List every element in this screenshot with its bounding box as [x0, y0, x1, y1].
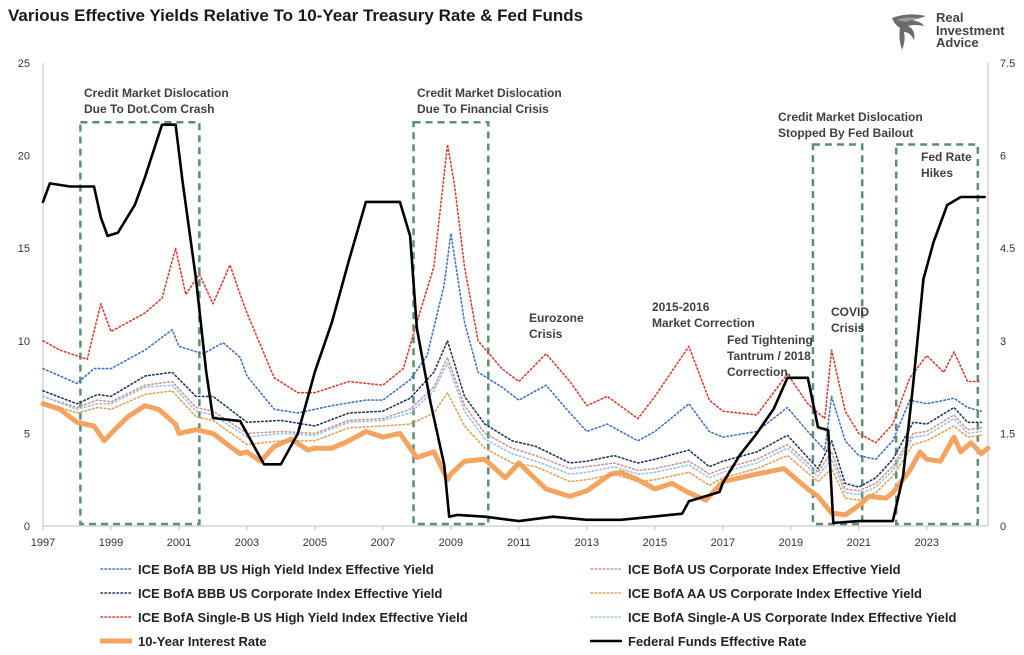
annotation-label: Crisis — [529, 327, 563, 341]
series-line-4 — [42, 143, 982, 444]
series-line-0 — [42, 232, 982, 461]
y-right-tick-label: 6 — [1000, 151, 1006, 163]
y-left-tick-label: 5 — [24, 428, 30, 440]
series-line-1 — [42, 356, 982, 492]
x-tick-label: 2019 — [779, 537, 803, 549]
x-tick-label: 2003 — [235, 537, 259, 549]
annotation-box — [811, 143, 864, 526]
legend-item: ICE BofA Single-B US High Yield Index Ef… — [100, 606, 468, 628]
y-left-tick-label: 10 — [18, 336, 30, 348]
annotation-box — [894, 143, 980, 526]
y-left-tick-label: 25 — [18, 58, 30, 70]
x-tick-label: 2017 — [711, 537, 735, 549]
series-line-5 — [42, 362, 982, 496]
series-line-3 — [42, 390, 982, 501]
annotation-box — [412, 121, 490, 526]
y-right-tick-label: 1.5 — [1000, 428, 1015, 440]
annotation-label: Tantrum / 2018 — [727, 349, 811, 363]
legend-item: 10-Year Interest Rate — [100, 630, 267, 652]
annotation-label: Fed Tightening — [727, 333, 813, 347]
legend-swatch — [590, 616, 622, 618]
legend-item: ICE BofA AA US Corporate Index Effective… — [590, 582, 922, 604]
legend-label: 10-Year Interest Rate — [138, 633, 267, 649]
y-right-tick-label: 3 — [1000, 336, 1006, 348]
legend-label: ICE BofA US Corporate Index Effective Yi… — [628, 561, 901, 577]
legend-label: ICE BofA BB US High Yield Index Effectiv… — [138, 561, 434, 577]
legend-swatch — [100, 568, 132, 570]
series-line-2 — [42, 340, 982, 488]
annotation-label: Due To Dot.Com Crash — [84, 102, 214, 116]
legend-label: ICE BofA Single-B US High Yield Index Ef… — [138, 609, 468, 625]
x-tick-label: 2001 — [167, 537, 191, 549]
annotation-label: 2015-2016 — [652, 300, 710, 314]
annotation-label: Correction. — [727, 365, 791, 379]
x-tick-label: 2015 — [643, 537, 667, 549]
annotation-label: Crisis — [831, 321, 865, 335]
y-left-tick-label: 0 — [24, 521, 30, 533]
annotation-box — [79, 121, 201, 526]
y-right-tick-label: 4.5 — [1000, 243, 1015, 255]
x-tick-label: 1999 — [99, 537, 123, 549]
annotation-label: Fed Rate — [921, 150, 972, 164]
annotation-label: Due To Financial Crisis — [417, 102, 549, 116]
annotation-label: Eurozone — [529, 311, 584, 325]
logo-text-line: Investment — [936, 22, 1005, 38]
x-tick-label: 2005 — [303, 537, 327, 549]
legend-item: ICE BofA Single-A US Corporate Index Eff… — [590, 606, 956, 628]
legend-swatch — [100, 638, 132, 644]
legend-label: ICE BofA Single-A US Corporate Index Eff… — [628, 609, 957, 625]
legend-label: ICE BofA AA US Corporate Index Effective… — [628, 585, 922, 601]
legend-item: ICE BofA US Corporate Index Effective Yi… — [590, 558, 901, 580]
legend-swatch — [590, 592, 622, 594]
legend-label: ICE BofA BBB US Corporate Index Effectiv… — [138, 585, 443, 601]
x-tick-label: 2021 — [847, 537, 871, 549]
chart-title: Various Effective Yields Relative To 10-… — [8, 6, 584, 25]
logo-text-line: Real — [936, 10, 964, 25]
series-line-6 — [40, 401, 991, 518]
legend-swatch — [590, 568, 622, 570]
legend-swatch — [590, 639, 622, 643]
eagle-logo-icon — [892, 14, 926, 50]
series-line-7 — [41, 123, 986, 525]
annotation-label: Credit Market Dislocation — [778, 110, 923, 124]
chart: 0 5 10 15 20 25 0 1.5 3 4.5 6 7.5 1997 1999 2001 2003 20… — [18, 58, 1016, 549]
legend-swatch — [100, 592, 132, 594]
annotation-label: Credit Market Dislocation — [417, 86, 562, 100]
annotation-boxes — [79, 121, 980, 526]
annotation-label: Hikes — [921, 166, 953, 180]
y-left-tick-label: 20 — [18, 151, 30, 163]
y-right-tick-label: 7.5 — [1000, 58, 1015, 70]
x-tick-label: 2009 — [439, 537, 463, 549]
x-tick-label: 2007 — [371, 537, 395, 549]
x-tick-label: 1997 — [31, 537, 55, 549]
legend: ICE BofA BB US High Yield Index Effectiv… — [0, 554, 1024, 654]
y-left-tick-label: 15 — [18, 243, 30, 255]
logo: Real Investment Advice — [888, 10, 1018, 54]
annotation-label: Market Correction — [652, 316, 755, 330]
annotation-label: COVID — [831, 305, 869, 319]
x-tick-label: 2013 — [575, 537, 599, 549]
annotation-label: Stopped By Fed Bailout — [778, 126, 913, 140]
series-lines — [40, 123, 991, 525]
legend-swatch — [100, 616, 132, 618]
legend-item: Federal Funds Effective Rate — [590, 630, 806, 652]
legend-label: Federal Funds Effective Rate — [628, 633, 807, 649]
legend-item: ICE BofA BBB US Corporate Index Effectiv… — [100, 582, 442, 604]
annotation-label: Credit Market Dislocation — [84, 86, 229, 100]
logo-text-line: Advice — [936, 35, 979, 50]
annotations: Credit Market Dislocation Due To Dot.Com … — [84, 86, 972, 379]
legend-item: ICE BofA BB US High Yield Index Effectiv… — [100, 558, 434, 580]
x-tick-label: 2023 — [915, 537, 939, 549]
y-right-tick-label: 0 — [1000, 521, 1006, 533]
x-tick-label: 2011 — [507, 537, 531, 549]
